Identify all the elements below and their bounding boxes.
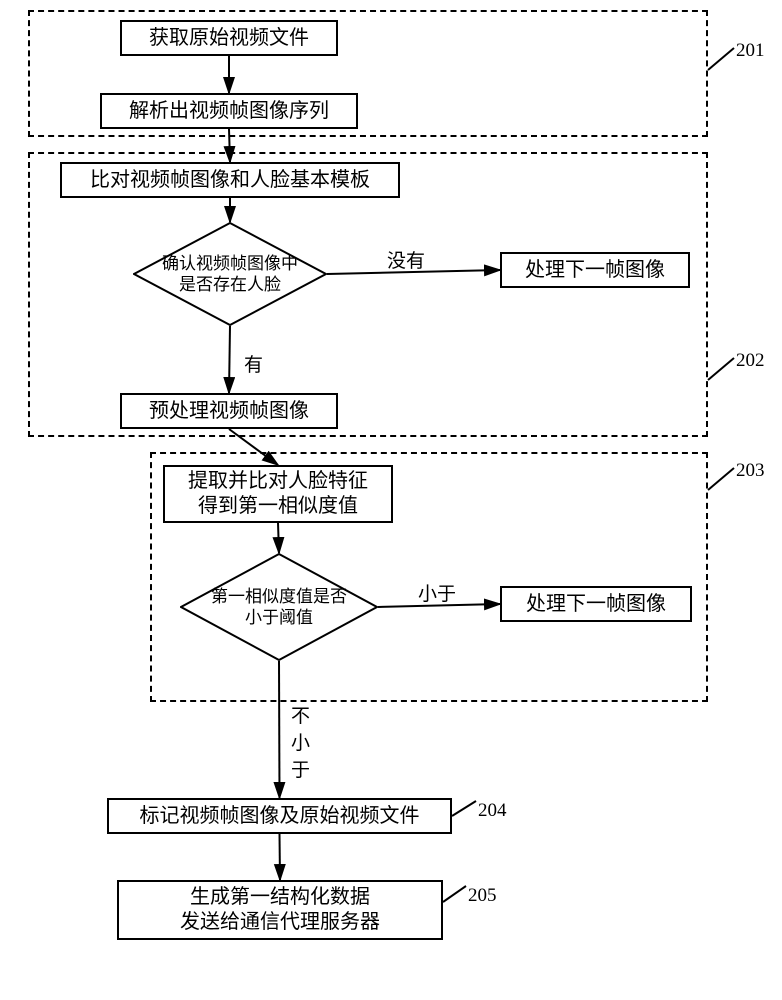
node-parse-frame-sequence: 解析出视频帧图像序列 xyxy=(100,93,358,129)
decision-similarity-below-threshold: 第一相似度值是否小于阈值 xyxy=(180,553,378,661)
node-mark-frame-and-video: 标记视频帧图像及原始视频文件 xyxy=(107,798,452,834)
ref-label-202: 202 xyxy=(736,350,765,372)
node-text: 解析出视频帧图像序列 xyxy=(129,99,329,124)
node-text: 处理下一帧图像 xyxy=(525,258,665,283)
decision-face-exists: 确认视频帧图像中是否存在人脸 xyxy=(133,222,327,326)
ref-text: 204 xyxy=(478,800,507,821)
edge-label-text: 不小于 xyxy=(291,706,310,781)
edge-label-has-face: 有 xyxy=(244,350,263,377)
ref-text: 205 xyxy=(468,885,497,906)
node-preprocess-frame: 预处理视频帧图像 xyxy=(120,393,338,429)
decision-text: 确认视频帧图像中是否存在人脸 xyxy=(162,253,298,296)
flowchart-canvas: 获取原始视频文件 解析出视频帧图像序列 比对视频帧图像和人脸基本模板 处理下一帧… xyxy=(0,0,782,1000)
ref-text: 203 xyxy=(736,460,765,481)
node-text: 比对视频帧图像和人脸基本模板 xyxy=(90,168,370,193)
node-process-next-frame-2: 处理下一帧图像 xyxy=(500,586,692,622)
node-generate-send-structured-data: 生成第一结构化数据发送给通信代理服务器 xyxy=(117,880,443,940)
node-process-next-frame-1: 处理下一帧图像 xyxy=(500,252,690,288)
ref-label-203: 203 xyxy=(736,460,765,482)
node-text: 生成第一结构化数据发送给通信代理服务器 xyxy=(180,885,380,935)
edge-label-text: 没有 xyxy=(387,251,425,272)
node-get-original-video-file: 获取原始视频文件 xyxy=(120,20,338,56)
decision-text: 第一相似度值是否小于阈值 xyxy=(211,586,347,629)
node-text: 预处理视频帧图像 xyxy=(149,399,309,424)
edge-label-not-less-than: 不小于 xyxy=(291,701,310,782)
edge-label-less-than: 小于 xyxy=(418,579,456,606)
ref-text: 201 xyxy=(736,40,765,61)
edge-label-text: 小于 xyxy=(418,584,456,605)
ref-label-201: 201 xyxy=(736,40,765,62)
ref-text: 202 xyxy=(736,350,765,371)
node-text: 处理下一帧图像 xyxy=(526,592,666,617)
node-extract-compare-face-features: 提取并比对人脸特征得到第一相似度值 xyxy=(163,465,393,523)
node-text: 标记视频帧图像及原始视频文件 xyxy=(140,804,420,829)
ref-label-204: 204 xyxy=(478,800,507,822)
ref-label-205: 205 xyxy=(468,885,497,907)
edge-label-text: 有 xyxy=(244,355,263,376)
node-text: 获取原始视频文件 xyxy=(149,26,309,51)
node-text: 提取并比对人脸特征得到第一相似度值 xyxy=(188,469,368,519)
node-compare-frame-face-template: 比对视频帧图像和人脸基本模板 xyxy=(60,162,400,198)
edge-label-no-face: 没有 xyxy=(387,246,425,273)
